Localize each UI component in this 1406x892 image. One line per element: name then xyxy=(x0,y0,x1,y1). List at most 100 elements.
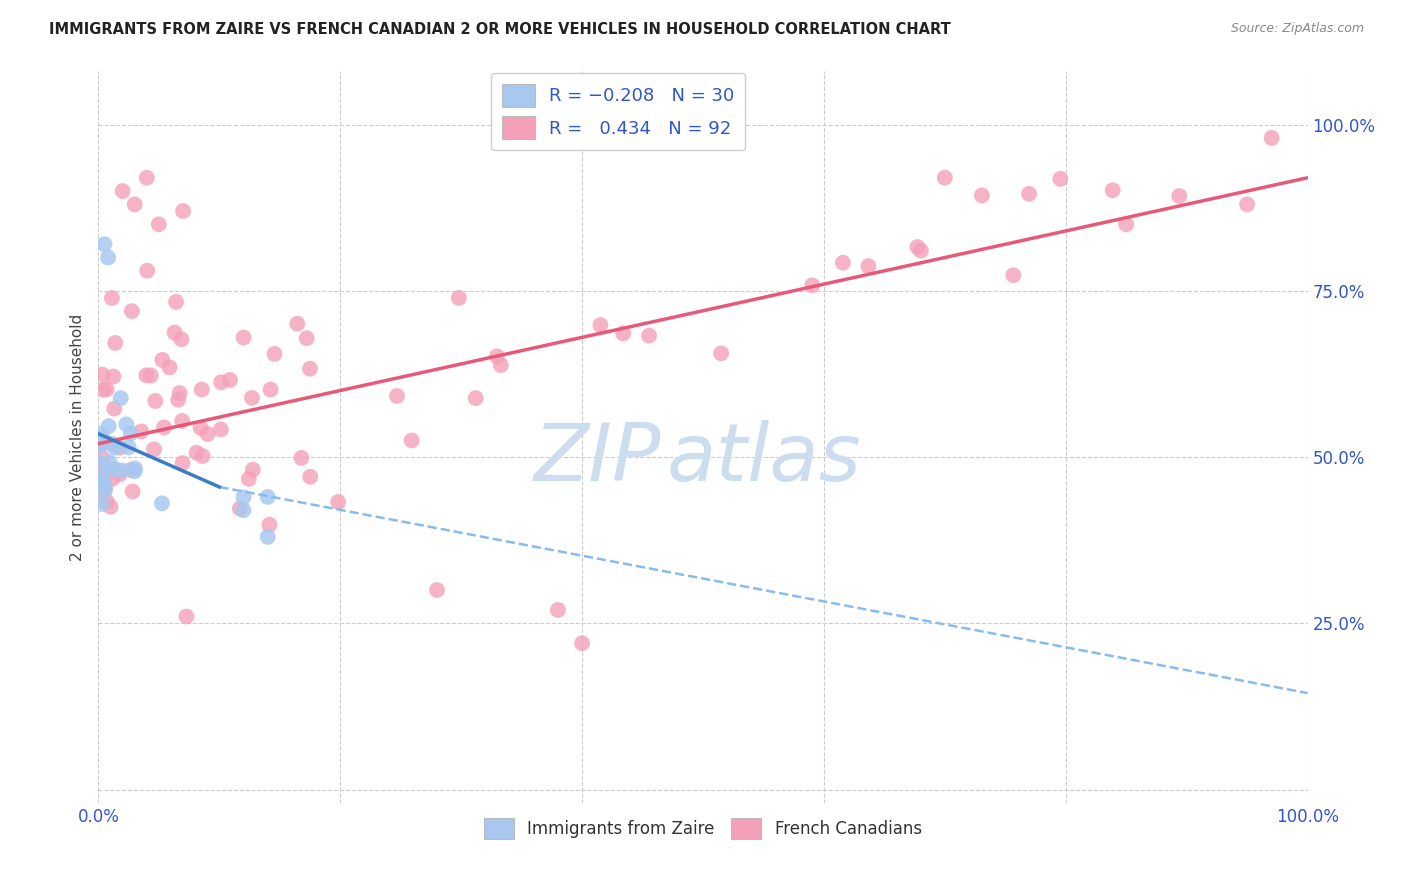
Point xyxy=(94,483,117,497)
Point xyxy=(101,291,124,305)
Point xyxy=(111,463,134,477)
Point xyxy=(118,440,141,454)
Point xyxy=(191,449,214,463)
Point xyxy=(172,204,194,219)
Point xyxy=(1101,183,1123,197)
Point xyxy=(190,383,212,397)
Point xyxy=(197,427,219,442)
Point xyxy=(295,331,318,345)
Point xyxy=(1002,268,1025,283)
Point xyxy=(115,417,138,432)
Point xyxy=(801,278,824,293)
Point xyxy=(232,330,254,344)
Point xyxy=(98,455,121,469)
Point xyxy=(91,432,114,446)
Point xyxy=(150,353,173,368)
Point xyxy=(285,317,308,331)
Point xyxy=(1168,189,1191,203)
Point xyxy=(170,332,193,346)
Point xyxy=(124,464,146,478)
Point xyxy=(571,636,593,650)
Point xyxy=(91,497,114,511)
Point xyxy=(169,386,191,401)
Point xyxy=(93,434,115,449)
Point xyxy=(259,383,281,397)
Point xyxy=(139,368,162,383)
Point xyxy=(256,530,278,544)
Point xyxy=(135,170,157,185)
Point xyxy=(638,328,661,343)
Point xyxy=(710,346,733,360)
Point xyxy=(93,383,115,397)
Point xyxy=(101,472,124,486)
Point xyxy=(136,264,159,278)
Point xyxy=(120,426,142,441)
Point xyxy=(858,259,880,273)
Point xyxy=(110,391,132,405)
Point xyxy=(93,470,115,484)
Point xyxy=(209,376,232,390)
Point xyxy=(159,360,181,375)
Point xyxy=(547,603,569,617)
Point xyxy=(209,422,232,436)
Point xyxy=(172,414,194,428)
Point xyxy=(111,184,134,198)
Point xyxy=(1115,217,1137,231)
Point xyxy=(124,197,146,211)
Point xyxy=(124,461,146,475)
Point xyxy=(219,373,242,387)
Point xyxy=(101,437,124,451)
Point xyxy=(120,463,142,477)
Point xyxy=(100,500,122,514)
Point xyxy=(91,475,114,490)
Point xyxy=(90,473,112,487)
Point xyxy=(1018,186,1040,201)
Point xyxy=(612,326,634,341)
Point xyxy=(485,350,508,364)
Point xyxy=(464,391,486,405)
Point xyxy=(240,391,263,405)
Point xyxy=(263,347,285,361)
Point xyxy=(94,460,117,475)
Point xyxy=(910,244,932,258)
Point xyxy=(232,490,254,504)
Point xyxy=(589,318,612,332)
Point xyxy=(242,463,264,477)
Point xyxy=(1236,197,1258,211)
Point xyxy=(163,326,186,340)
Point xyxy=(129,425,152,439)
Text: ZIP: ZIP xyxy=(533,420,661,498)
Point xyxy=(121,304,143,318)
Point xyxy=(172,456,194,470)
Point xyxy=(970,188,993,202)
Point xyxy=(934,170,956,185)
Point xyxy=(1049,172,1071,186)
Point xyxy=(150,496,173,510)
Point xyxy=(91,450,114,465)
Point xyxy=(176,609,198,624)
Point xyxy=(153,420,176,434)
Point xyxy=(298,361,321,376)
Point xyxy=(186,446,208,460)
Text: Source: ZipAtlas.com: Source: ZipAtlas.com xyxy=(1230,22,1364,36)
Point xyxy=(96,382,118,396)
Point xyxy=(108,467,131,482)
Point xyxy=(190,421,212,435)
Point xyxy=(104,441,127,455)
Point xyxy=(90,456,112,470)
Point xyxy=(447,291,470,305)
Point xyxy=(385,389,408,403)
Text: IMMIGRANTS FROM ZAIRE VS FRENCH CANADIAN 2 OR MORE VEHICLES IN HOUSEHOLD CORRELA: IMMIGRANTS FROM ZAIRE VS FRENCH CANADIAN… xyxy=(49,22,950,37)
Point xyxy=(165,294,187,309)
Point xyxy=(93,237,115,252)
Point xyxy=(91,368,114,382)
Point xyxy=(135,368,157,383)
Point xyxy=(90,426,112,441)
Point xyxy=(401,434,423,448)
Point xyxy=(91,435,114,450)
Point xyxy=(94,479,117,493)
Point xyxy=(148,217,170,231)
Point xyxy=(232,503,254,517)
Point xyxy=(328,495,350,509)
Point xyxy=(832,256,855,270)
